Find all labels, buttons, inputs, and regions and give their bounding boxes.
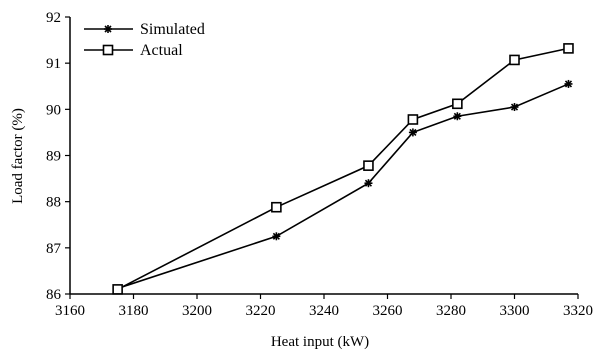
data-point-simulated [510, 103, 519, 112]
y-tick-label: 88 [46, 195, 61, 211]
x-tick-label: 3280 [436, 303, 466, 319]
data-point-actual [112, 284, 123, 295]
legend: Simulated Actual [84, 21, 205, 59]
legend-marker [102, 44, 114, 56]
data-point-actual [452, 98, 463, 110]
data-point-actual [363, 160, 374, 171]
data-point-simulated [408, 128, 417, 137]
data-point-simulated [564, 79, 573, 88]
x-tick-label: 3220 [246, 303, 276, 319]
ticks: 3160 3180 3200 3220 3240 3260 3280 3300 3320 86 87… [46, 10, 593, 319]
data-point-actual [407, 114, 419, 125]
x-tick-label: 3160 [55, 303, 85, 319]
legend-label: Simulated [140, 21, 205, 38]
x-tick-label: 3180 [119, 303, 149, 319]
y-tick-label: 86 [46, 287, 62, 303]
y-tick-label: 91 [46, 56, 61, 72]
data-point-simulated [453, 112, 462, 121]
y-tick-label: 89 [46, 149, 61, 165]
data-point-simulated [272, 232, 281, 241]
x-tick-label: 3240 [309, 303, 339, 319]
series-line-actual [117, 47, 569, 291]
x-axis-title: Heat input (kW) [271, 334, 369, 350]
data-point-actual [271, 201, 282, 213]
x-tick-label: 3260 [373, 303, 403, 319]
y-tick-label: 90 [46, 102, 61, 118]
data-point-simulated [364, 179, 373, 188]
x-tick-label: 3300 [500, 303, 530, 319]
x-tick-label: 3200 [182, 303, 212, 319]
data-point-actual [509, 54, 520, 66]
x-tick-label: 3320 [563, 303, 593, 319]
y-tick-label: 87 [46, 241, 62, 257]
legend-marker [104, 25, 112, 33]
series-line-simulated [117, 83, 569, 290]
legend-label: Actual [140, 42, 183, 59]
y-axis-title: Load factor (%) [10, 108, 26, 204]
y-tick-label: 92 [46, 10, 61, 26]
data-point-actual [563, 43, 574, 54]
series [112, 43, 574, 295]
